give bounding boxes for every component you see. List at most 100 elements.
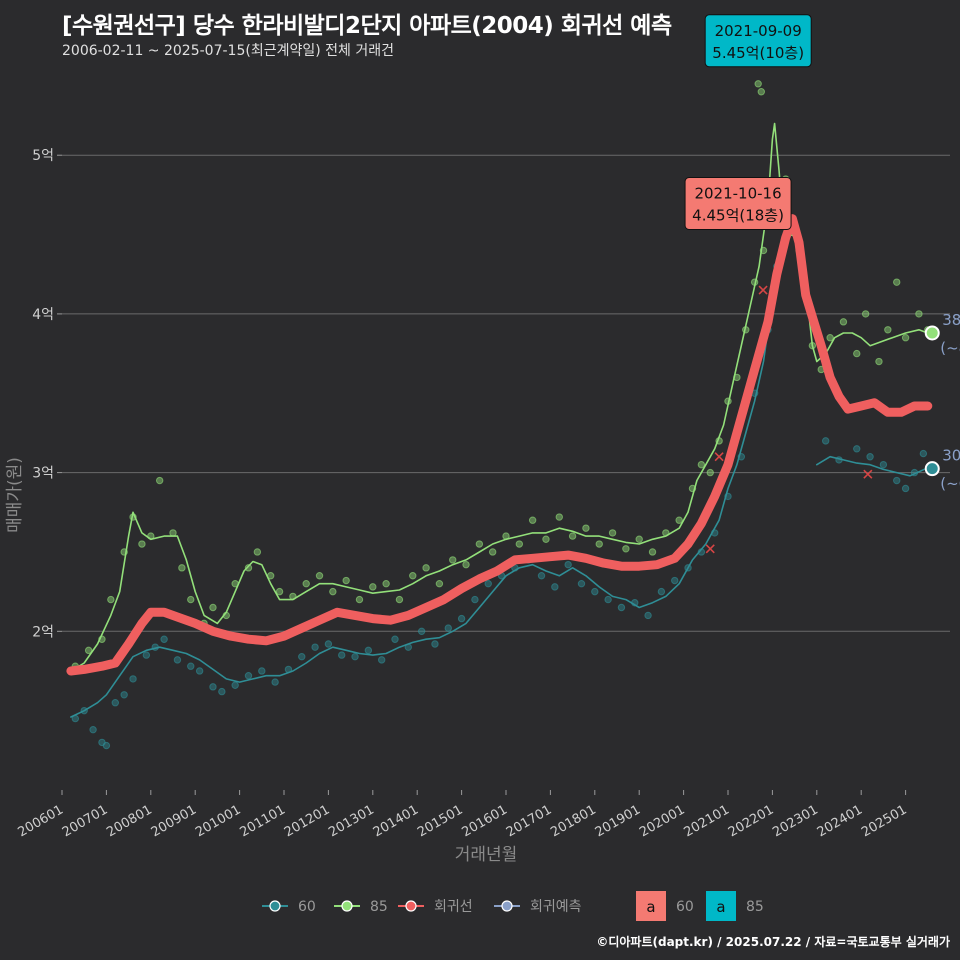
scatter-point-85 <box>382 579 390 588</box>
regression-marker <box>758 285 768 295</box>
scatter-point-60 <box>129 675 137 683</box>
series-line-regression-회귀선 <box>66 214 933 676</box>
legend-label: 85 <box>370 899 388 915</box>
scatter-point-85 <box>582 524 590 532</box>
x-tick-label: 202001 <box>637 802 687 840</box>
forecast-point-85 <box>924 325 940 341</box>
scatter-point-85 <box>138 540 146 548</box>
scatter-point-85 <box>901 334 910 342</box>
forecast-point-60 <box>924 461 940 477</box>
scatter-point-85 <box>395 595 404 604</box>
scatter-point-60 <box>591 587 599 596</box>
scatter-point-60 <box>866 453 874 461</box>
scatter-point-85 <box>875 357 883 366</box>
x-tick-label: 200701 <box>60 802 110 840</box>
regression-marker <box>705 544 715 554</box>
lines-layer <box>66 122 933 718</box>
x-tick-label: 202501 <box>859 802 909 840</box>
scatter-point-85 <box>706 468 714 477</box>
scatter-point-85 <box>915 310 923 318</box>
legend-label: 85 <box>746 899 764 915</box>
x-tick-label: 201201 <box>282 802 332 840</box>
scatter-point-60 <box>644 611 652 620</box>
scatter-point-85 <box>449 556 457 564</box>
scatter-point-60 <box>671 576 679 585</box>
annotation-box <box>684 177 792 230</box>
scatter-point-85 <box>342 576 350 585</box>
chart-title: [수원권선구] 당수 한라비발디2단지 아파트(2004) 회귀선 예측 <box>62 13 672 39</box>
scatter-point-60 <box>338 651 346 659</box>
legend-box-glyph: a <box>646 898 655 916</box>
legend-marker <box>269 900 281 912</box>
x-tick-label: 200801 <box>104 802 154 840</box>
scatter-point-85 <box>861 310 870 318</box>
legend-label: 60 <box>676 899 694 915</box>
legend-label: 60 <box>298 899 316 915</box>
scatter-point-85 <box>187 595 195 604</box>
y-tick-label: 4억 <box>32 307 54 323</box>
scatter-point-60 <box>604 595 612 604</box>
source-credit: ©디아파트(dapt.kr) / 2025.07.22 / 자료=국토교통부 실… <box>596 935 950 949</box>
scatter-point-60 <box>364 646 373 655</box>
legend-label: 회귀선 <box>434 899 473 915</box>
scatter-point-60 <box>657 587 666 596</box>
scatter-point-60 <box>231 681 239 689</box>
scatter-point-60 <box>617 603 626 612</box>
x-tick-label: 202401 <box>815 802 865 840</box>
scatter-point-60 <box>195 667 204 675</box>
scatter-point-85 <box>155 476 164 485</box>
regression-marker <box>863 469 873 479</box>
scatter-point-60 <box>244 672 253 680</box>
scatter-point-60 <box>821 437 830 445</box>
legend-box-glyph: a <box>716 898 725 916</box>
scatter-point-85 <box>675 516 683 524</box>
scatter-point-85 <box>244 564 253 572</box>
scatter-point-60 <box>444 624 452 632</box>
scatter-point-60 <box>551 583 559 591</box>
scatter-point-85 <box>635 535 643 543</box>
annotation-box <box>704 14 812 68</box>
scatter-point-60 <box>258 667 266 675</box>
scatter-point-85 <box>84 646 93 655</box>
scatter-point-60 <box>879 460 888 469</box>
scatter-point-85 <box>462 560 470 569</box>
scatter-point-85 <box>622 545 630 553</box>
scatter-point-85 <box>209 603 217 612</box>
scatter-point-60 <box>324 640 333 648</box>
scatter-point-60 <box>471 595 479 604</box>
scatter-point-85 <box>178 564 186 572</box>
x-axis-title: 거래년월 <box>455 845 518 865</box>
scatter-point-85 <box>839 318 848 326</box>
series-line-trend-recent-60 <box>816 455 929 477</box>
scatter-point-85 <box>315 572 324 580</box>
annotation-value: 4.45억(18층) <box>692 207 784 225</box>
annotation-value: 5.45억(10층) <box>712 44 804 62</box>
scatter-point-60 <box>577 579 586 588</box>
scatter-point-60 <box>564 560 572 569</box>
scatter-point-60 <box>431 640 439 648</box>
x-tick-label: 201301 <box>326 802 376 840</box>
annotation-date: 2021-09-09 <box>715 22 802 40</box>
scatter-point-60 <box>484 579 492 588</box>
series-line-trend-60 <box>70 257 778 718</box>
scatter-point-85 <box>568 532 577 540</box>
scatter-point-85 <box>369 583 377 591</box>
scatter-point-60 <box>919 449 928 458</box>
series-line-trend-85 <box>70 122 929 672</box>
legend-marker <box>501 900 513 912</box>
scatter-point-60 <box>893 476 901 485</box>
scatter-point-85 <box>754 80 762 88</box>
x-tick-label: 202201 <box>726 802 776 840</box>
scatter-point-85 <box>435 579 444 588</box>
x-tick-label: 201901 <box>593 802 643 840</box>
annotation-date: 2021-10-16 <box>694 185 781 203</box>
legend-box <box>706 891 736 921</box>
x-tick-label: 201401 <box>371 802 421 840</box>
y-tick-label: 5억 <box>32 148 54 164</box>
scatter-point-60 <box>417 627 426 636</box>
scatter-point-60 <box>102 741 111 750</box>
x-tick-label: 201801 <box>548 802 598 840</box>
scatter-point-85 <box>528 516 537 524</box>
x-tick-label: 202101 <box>682 802 732 840</box>
scatter-point-60 <box>298 652 306 661</box>
